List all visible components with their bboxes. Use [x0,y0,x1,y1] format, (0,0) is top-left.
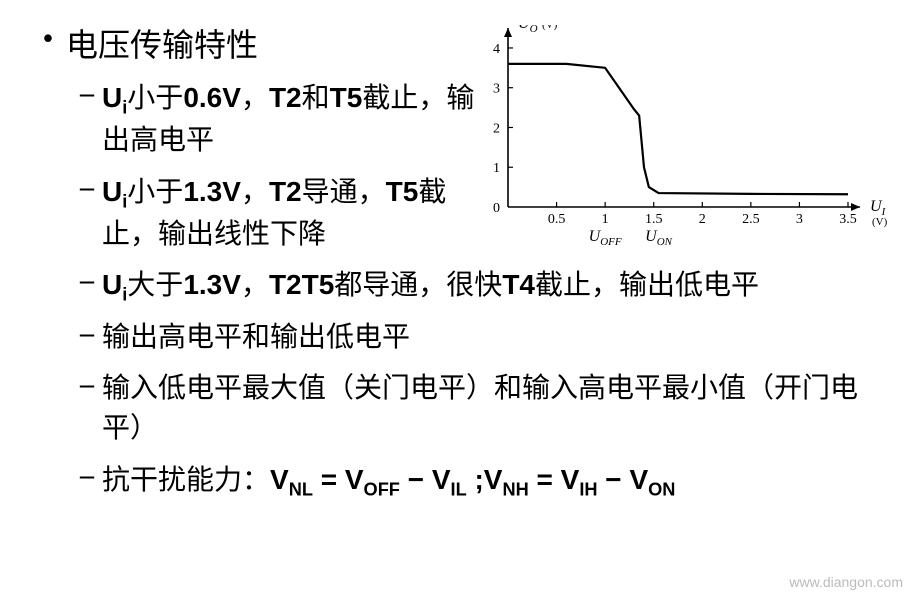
svg-text:3: 3 [796,212,803,227]
svg-text:1.5: 1.5 [645,212,663,227]
svg-text:4: 4 [493,42,500,57]
svg-text:(V): (V) [542,25,558,31]
svg-text:UOFF: UOFF [589,228,622,248]
dash-bullet: – [80,172,94,204]
list-item-text: Ui大于1.3V，T2T5都导通，很快T4截止，输出低电平 [102,265,893,308]
title-text: 电压传输特性 [66,20,258,66]
svg-text:UO: UO [518,25,538,35]
dash-bullet: – [80,318,94,350]
list-item-text: 抗干扰能力：VNL = VOFF − VIL ;VNH = VIH − VON [102,460,893,503]
dash-bullet: – [80,460,94,492]
list-item-text: Ui小于0.6V，T2和T5截止，输出高电平 [102,78,482,162]
svg-text:(V): (V) [872,216,888,228]
svg-text:1: 1 [493,161,500,176]
svg-text:2: 2 [493,121,500,136]
svg-text:1: 1 [602,212,609,227]
svg-text:UON: UON [645,228,673,248]
list-item: –Ui大于1.3V，T2T5都导通，很快T4截止，输出低电平 [30,265,893,308]
dash-bullet: – [80,369,94,401]
dash-bullet: – [80,78,94,110]
svg-text:0: 0 [493,201,500,216]
svg-text:2: 2 [699,212,706,227]
svg-text:UI: UI [870,198,887,218]
watermark-text: www.diangon.com [789,574,903,590]
list-item: –输入低电平最大值（关门电平）和输入高电平最小值（开门电平） [30,369,893,450]
svg-text:2.5: 2.5 [742,212,760,227]
list-item-text: Ui小于1.3V，T2导通，T5截止，输出线性下降 [102,172,482,256]
main-bullet: • [30,20,66,57]
svg-text:0.5: 0.5 [548,212,566,227]
svg-text:3: 3 [493,82,500,97]
list-item-text: 输出高电平和输出低电平 [102,318,893,359]
svg-text:3.5: 3.5 [839,212,857,227]
transfer-characteristic-chart: 0.511.522.533.501234UO(V)UI(V)UOFFUON [463,25,903,255]
list-item: –输出高电平和输出低电平 [30,318,893,359]
dash-bullet: – [80,265,94,297]
list-item: –抗干扰能力：VNL = VOFF − VIL ;VNH = VIH − VON [30,460,893,503]
list-item-text: 输入低电平最大值（关门电平）和输入高电平最小值（开门电平） [102,369,893,450]
